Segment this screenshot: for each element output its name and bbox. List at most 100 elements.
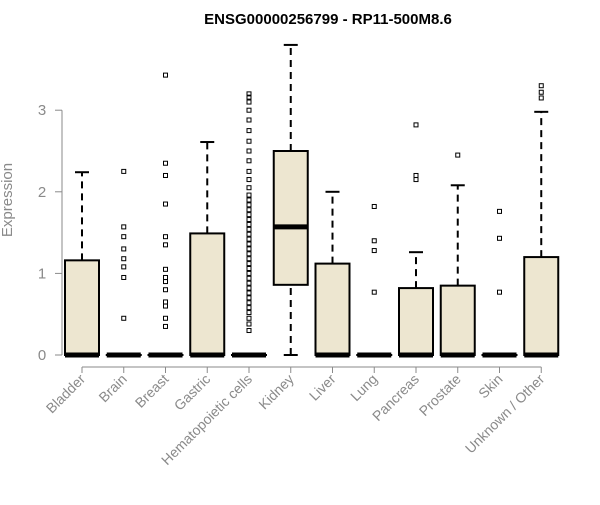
box-group-prostate xyxy=(441,153,475,355)
x-tick-label: Liver xyxy=(306,371,339,404)
outlier-point xyxy=(247,222,251,226)
outlier-point xyxy=(247,242,251,246)
outlier-point xyxy=(247,257,251,261)
outlier-point xyxy=(247,118,251,122)
outlier-point xyxy=(247,291,251,295)
y-tick-label: 3 xyxy=(38,102,46,119)
outlier-point xyxy=(164,288,168,292)
outlier-point xyxy=(372,290,376,294)
outlier-point xyxy=(247,227,251,231)
y-axis-label: Expression xyxy=(0,163,16,237)
outlier-point xyxy=(164,280,168,284)
outlier-point xyxy=(164,202,168,206)
outlier-point xyxy=(414,123,418,127)
outlier-point xyxy=(247,129,251,133)
outlier-point xyxy=(247,203,251,207)
outlier-point xyxy=(247,213,251,217)
outlier-point xyxy=(498,290,502,294)
x-tick-label: Brain xyxy=(95,371,129,405)
outlier-point xyxy=(498,209,502,213)
outlier-point xyxy=(164,73,168,77)
outlier-point xyxy=(247,100,251,104)
outlier-point xyxy=(372,249,376,253)
x-tick-label: Bladder xyxy=(43,371,89,417)
outlier-point xyxy=(164,243,168,247)
outlier-point xyxy=(122,257,126,261)
outlier-point xyxy=(247,108,251,112)
outlier-point xyxy=(122,235,126,239)
box xyxy=(274,151,308,285)
x-tick-label: Unknown / Other xyxy=(462,371,548,457)
box xyxy=(190,233,224,355)
outlier-point xyxy=(247,208,251,212)
x-tick-label: Lung xyxy=(347,371,380,404)
outlier-point xyxy=(164,235,168,239)
outlier-point xyxy=(247,159,251,163)
outlier-point xyxy=(164,173,168,177)
y-tick-label: 0 xyxy=(38,347,46,364)
x-tick-label: Breast xyxy=(132,371,172,411)
outlier-point xyxy=(247,276,251,280)
box xyxy=(524,257,558,355)
outlier-point xyxy=(456,153,460,157)
outlier-point xyxy=(247,198,251,202)
outlier-point xyxy=(372,239,376,243)
outlier-point xyxy=(164,316,168,320)
outlier-point xyxy=(247,252,251,256)
outlier-point xyxy=(539,84,543,88)
box-group-hematopoietic-cells xyxy=(232,92,266,355)
box-group-skin xyxy=(483,209,517,355)
box-group-breast xyxy=(149,73,183,355)
outlier-point xyxy=(247,232,251,236)
outlier-point xyxy=(539,96,543,100)
box-group-unknown-other xyxy=(524,84,558,355)
outlier-point xyxy=(122,169,126,173)
outlier-point xyxy=(247,306,251,310)
outlier-point xyxy=(122,265,126,269)
outlier-point xyxy=(122,316,126,320)
outlier-point xyxy=(247,316,251,320)
outlier-point xyxy=(247,311,251,315)
outlier-point xyxy=(122,225,126,229)
outlier-point xyxy=(539,90,543,94)
outlier-point xyxy=(372,204,376,208)
box xyxy=(316,264,350,355)
outlier-point xyxy=(247,329,251,333)
outlier-point xyxy=(247,237,251,241)
chart-title: ENSG00000256799 - RP11-500M8.6 xyxy=(204,11,452,28)
outlier-point xyxy=(247,286,251,290)
outlier-point xyxy=(247,296,251,300)
outlier-point xyxy=(247,281,251,285)
box xyxy=(441,286,475,355)
box-group-liver xyxy=(316,192,350,355)
outlier-point xyxy=(247,267,251,271)
outlier-point xyxy=(122,275,126,279)
y-tick-label: 2 xyxy=(38,184,46,201)
box-group-brain xyxy=(107,169,141,355)
box-group-gastric xyxy=(190,142,224,355)
box xyxy=(65,260,99,355)
outlier-point xyxy=(498,236,502,240)
outlier-point xyxy=(164,300,168,304)
outlier-point xyxy=(414,178,418,182)
outlier-point xyxy=(164,304,168,308)
x-tick-label: Kidney xyxy=(255,371,297,413)
outlier-point xyxy=(164,267,168,271)
box xyxy=(399,288,433,355)
box-group-bladder xyxy=(65,172,99,355)
outlier-point xyxy=(247,322,251,326)
outlier-point xyxy=(247,186,251,190)
outlier-point xyxy=(164,275,168,279)
outlier-point xyxy=(247,218,251,222)
outlier-point xyxy=(247,169,251,173)
outlier-point xyxy=(247,149,251,153)
box-group-lung xyxy=(357,204,391,355)
outlier-point xyxy=(247,262,251,266)
outlier-point xyxy=(247,178,251,182)
outlier-point xyxy=(247,193,251,197)
outlier-point xyxy=(247,271,251,275)
outlier-point xyxy=(164,161,168,165)
box-group-kidney xyxy=(274,45,308,355)
